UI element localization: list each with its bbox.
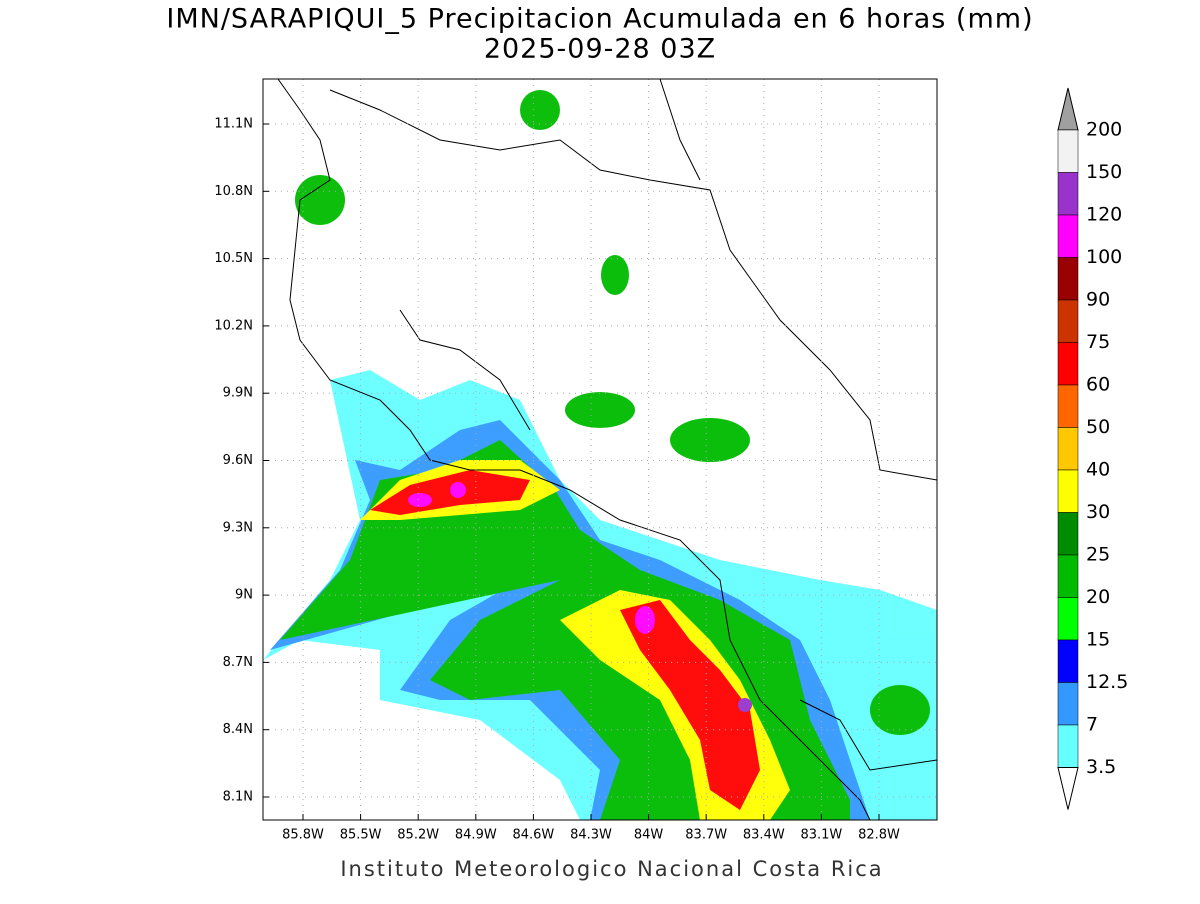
colorbar-box — [1057, 639, 1079, 683]
lat-tick-label: 10.8N — [214, 184, 253, 199]
lon-tick-label: 82.8W — [858, 828, 900, 843]
lon-tick-label: 83.7W — [685, 828, 727, 843]
lat-tick-label: 11.1N — [214, 117, 253, 132]
colorbar-box — [1057, 597, 1079, 641]
colorbar-label: 200 — [1086, 119, 1122, 141]
colorbar-label: 7 — [1086, 714, 1098, 736]
subtitle: 2025-09-28 03Z — [484, 34, 716, 65]
map-frame — [262, 78, 938, 821]
lon-tick-label: 83.4W — [743, 828, 785, 843]
colorbar-below — [1057, 767, 1079, 810]
lon-tick-label: 85.8W — [282, 828, 324, 843]
lon-tick-label: 83.1W — [800, 828, 842, 843]
lat-tick-label: 10.5N — [214, 251, 253, 266]
colorbar-box — [1057, 682, 1079, 726]
title: IMN/SARAPIQUI_5 Precipitacion Acumulada … — [166, 4, 1033, 35]
lat-tick-label: 8.4N — [223, 722, 253, 737]
lon-tick-label: 84.9W — [455, 828, 497, 843]
colorbar-label: 60 — [1086, 374, 1110, 396]
lon-tick-label: 85.5W — [340, 828, 382, 843]
lat-tick-label: 8.1N — [223, 790, 253, 805]
footer: Instituto Meteorologico Nacional Costa R… — [340, 857, 883, 881]
lon-tick-label: 84W — [634, 828, 664, 843]
colorbar-label: 12.5 — [1086, 671, 1128, 693]
lat-tick-label: 8.7N — [223, 655, 253, 670]
colorbar-box — [1057, 299, 1079, 343]
colorbar-box — [1057, 427, 1079, 471]
precipitation-field — [263, 79, 937, 820]
lat-tick-label: 9N — [235, 588, 253, 603]
colorbar-label: 90 — [1086, 289, 1110, 311]
colorbar-label: 75 — [1086, 331, 1110, 353]
colorbar-label: 3.5 — [1086, 756, 1116, 778]
lat-tick-label: 10.2N — [214, 318, 253, 333]
colorbar-label: 20 — [1086, 586, 1110, 608]
colorbar-label: 15 — [1086, 629, 1110, 651]
colorbar-label: 100 — [1086, 246, 1122, 268]
lon-tick-label: 85.2W — [397, 828, 439, 843]
lon-tick-label: 84.3W — [570, 828, 612, 843]
colorbar-box — [1057, 342, 1079, 386]
colorbar-label: 120 — [1086, 204, 1122, 226]
lat-tick-label: 9.3N — [223, 520, 253, 535]
colorbar-box — [1057, 469, 1079, 513]
colorbar-box — [1057, 129, 1079, 173]
colorbar-label: 30 — [1086, 501, 1110, 523]
lat-tick-label: 9.9N — [223, 386, 253, 401]
lat-tick-label: 9.6N — [223, 453, 253, 468]
colorbar-box — [1057, 172, 1079, 216]
colorbar-label: 50 — [1086, 416, 1110, 438]
colorbar-label: 25 — [1086, 544, 1110, 566]
colorbar-box — [1057, 554, 1079, 598]
colorbar-box — [1057, 214, 1079, 258]
colorbar-label: 150 — [1086, 161, 1122, 183]
colorbar-label: 40 — [1086, 459, 1110, 481]
colorbar-above — [1057, 87, 1079, 131]
colorbar-box — [1057, 724, 1079, 768]
colorbar-box — [1057, 512, 1079, 556]
colorbar-box — [1057, 384, 1079, 428]
lon-tick-label: 84.6W — [512, 828, 554, 843]
colorbar-box — [1057, 257, 1079, 301]
